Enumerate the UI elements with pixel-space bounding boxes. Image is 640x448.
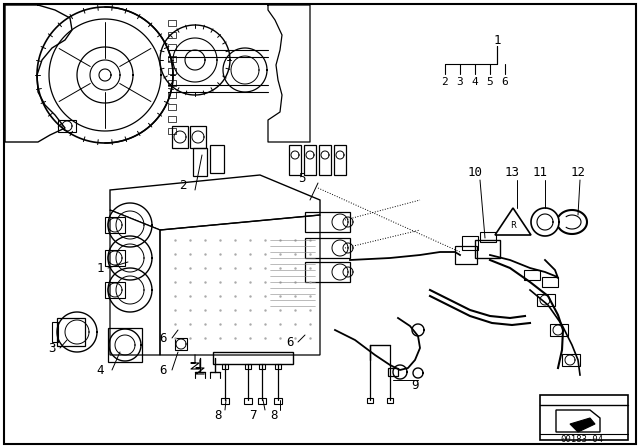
Text: 10: 10: [467, 165, 483, 178]
Bar: [562, 354, 580, 366]
Bar: [304, 145, 316, 175]
Bar: [305, 212, 350, 232]
Bar: [193, 148, 207, 176]
Text: 8: 8: [270, 409, 278, 422]
Bar: [542, 277, 558, 287]
Bar: [524, 270, 540, 280]
Bar: [245, 364, 251, 369]
Text: 7: 7: [249, 409, 257, 422]
Text: 6: 6: [159, 332, 167, 345]
Bar: [387, 398, 393, 403]
Bar: [168, 44, 176, 50]
Polygon shape: [110, 175, 320, 230]
Bar: [175, 338, 187, 350]
Bar: [168, 92, 176, 98]
Text: 4: 4: [472, 77, 478, 87]
Bar: [462, 236, 478, 250]
Bar: [168, 104, 176, 110]
Bar: [480, 232, 496, 242]
Text: 4: 4: [96, 363, 104, 376]
Text: 6: 6: [502, 77, 508, 87]
Text: 5: 5: [486, 77, 493, 87]
Bar: [274, 398, 282, 404]
Text: 1: 1: [96, 262, 104, 275]
Bar: [475, 240, 500, 258]
Polygon shape: [495, 208, 531, 235]
Bar: [57, 318, 85, 346]
Bar: [213, 352, 293, 364]
Polygon shape: [570, 418, 595, 432]
Bar: [168, 20, 176, 26]
Text: 1: 1: [493, 34, 500, 47]
Bar: [244, 398, 252, 404]
Bar: [289, 145, 301, 175]
Bar: [168, 68, 176, 74]
Text: R: R: [510, 220, 516, 229]
Text: 00183-04: 00183-04: [561, 435, 604, 444]
Bar: [258, 398, 266, 404]
Bar: [190, 126, 206, 148]
Polygon shape: [556, 410, 600, 432]
Bar: [455, 246, 477, 264]
Bar: [334, 145, 346, 175]
Text: 6: 6: [159, 363, 167, 376]
Bar: [221, 398, 229, 404]
Bar: [259, 364, 265, 369]
Bar: [319, 145, 331, 175]
Text: 3: 3: [48, 341, 56, 354]
Text: 12: 12: [570, 165, 586, 178]
Bar: [168, 32, 176, 38]
Bar: [105, 282, 125, 298]
Bar: [168, 56, 176, 62]
Bar: [305, 238, 350, 258]
Text: 5: 5: [298, 172, 306, 185]
Text: 13: 13: [504, 165, 520, 178]
Bar: [168, 128, 176, 134]
Bar: [367, 398, 373, 403]
Text: 6: 6: [286, 336, 294, 349]
Bar: [105, 217, 125, 233]
Text: 3: 3: [456, 77, 463, 87]
Bar: [168, 80, 176, 86]
Bar: [105, 250, 125, 266]
Bar: [108, 328, 142, 362]
Text: 9: 9: [412, 379, 419, 392]
Bar: [52, 322, 58, 342]
Bar: [168, 116, 176, 122]
Text: 8: 8: [214, 409, 221, 422]
Bar: [388, 368, 398, 376]
Text: 2: 2: [442, 77, 449, 87]
Bar: [550, 324, 568, 336]
Text: 11: 11: [532, 165, 547, 178]
Polygon shape: [110, 210, 160, 355]
Bar: [275, 364, 281, 369]
Bar: [540, 395, 628, 440]
Bar: [222, 364, 228, 369]
Bar: [58, 120, 76, 132]
Bar: [537, 294, 555, 306]
Text: 2: 2: [179, 178, 187, 191]
Bar: [305, 262, 350, 282]
Bar: [172, 126, 188, 148]
Bar: [210, 145, 224, 173]
